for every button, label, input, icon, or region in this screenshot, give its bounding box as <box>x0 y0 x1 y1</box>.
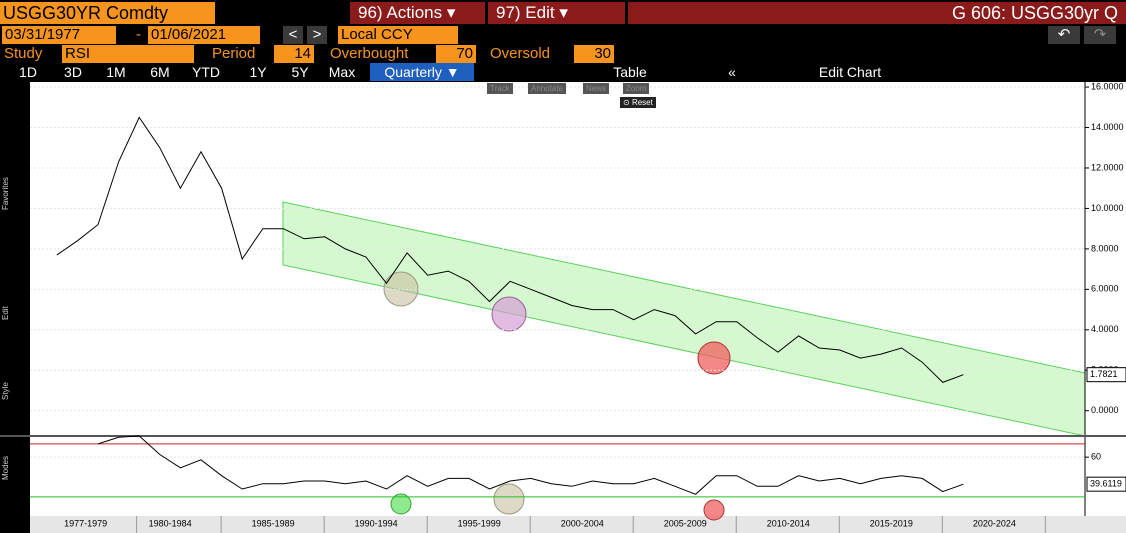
x-tick-label: 2005-2009 <box>664 518 707 528</box>
end-date[interactable]: 01/06/2021 <box>148 26 260 44</box>
range-button[interactable]: 1Y <box>249 64 267 80</box>
prev-button[interactable]: < <box>283 26 303 44</box>
y-tick-label: 4.0000 <box>1091 324 1119 334</box>
tool-button[interactable]: Annotate <box>528 83 567 94</box>
y-tick-label: 0.0000 <box>1091 405 1119 415</box>
annotation-circle <box>697 341 731 375</box>
y-tick-label: 10.0000 <box>1091 203 1124 213</box>
x-tick-label: 1977-1979 <box>64 518 107 528</box>
y-tick-label: 12.0000 <box>1091 162 1124 172</box>
y-tick-label: 6.0000 <box>1091 284 1119 294</box>
range-button[interactable]: 1M <box>106 64 126 80</box>
annotation-circle <box>703 499 725 521</box>
last-value-label: 39.6119 <box>1090 479 1122 489</box>
edit-menu[interactable]: 97) Edit ▾ <box>488 2 625 24</box>
range-button[interactable]: Max <box>328 64 356 80</box>
rsi-axis <box>1085 437 1126 516</box>
ticker[interactable]: USGG30YR Comdty <box>0 2 215 24</box>
x-axis-band <box>30 516 1126 533</box>
last-value-label: 1.7821 <box>1090 369 1118 379</box>
last-value-box <box>1086 476 1126 492</box>
sidebar-label: Favorites <box>1 177 10 210</box>
actions-menu[interactable]: 96) Actions ▾ <box>350 2 485 24</box>
range-button[interactable]: 6M <box>150 64 170 80</box>
x-tick-label: 2015-2019 <box>870 518 913 528</box>
range-button[interactable]: 1D <box>19 64 37 80</box>
last-value-box <box>1086 367 1126 383</box>
sidebar-label: Style <box>1 382 10 400</box>
next-button[interactable]: > <box>307 26 327 44</box>
annotation-circle <box>390 493 412 515</box>
series-line <box>56 116 964 383</box>
reset-button[interactable]: ⊙ Reset <box>620 97 656 108</box>
x-tick-label: 2000-2004 <box>561 518 604 528</box>
actions-label: 96) Actions <box>358 3 443 22</box>
annotation-circle <box>491 296 527 332</box>
x-tick-label: 2020-2024 <box>973 518 1016 528</box>
overbought-input[interactable]: 70 <box>436 45 476 63</box>
study-select[interactable]: RSI <box>62 45 194 63</box>
frequency-select[interactable]: Quarterly ▼ <box>370 63 474 81</box>
tool-button[interactable]: Zoom <box>623 83 650 94</box>
page-title: G 606: USGG30yr Q <box>628 2 1126 24</box>
annotation-circle <box>493 483 525 515</box>
tool-button[interactable]: News <box>583 83 610 94</box>
sidebar-label: Edit <box>1 306 10 320</box>
y-tick-label: 16.0000 <box>1091 81 1124 91</box>
collapse-button[interactable]: « <box>728 64 736 80</box>
y-tick-label: 14.0000 <box>1091 122 1124 132</box>
frequency-label: Quarterly <box>384 64 442 80</box>
sidebar-label: Modes <box>1 455 10 480</box>
reset-label: Reset <box>631 98 653 107</box>
oversold-input[interactable]: 30 <box>574 45 614 63</box>
edit-chart-button[interactable]: Edit Chart <box>818 64 882 80</box>
redo-button[interactable]: ↷ <box>1084 26 1116 44</box>
table-button[interactable]: Table <box>613 64 647 80</box>
date-separator: - <box>136 26 141 43</box>
rsi-plot <box>30 437 1085 516</box>
period-input[interactable]: 14 <box>274 45 314 63</box>
start-date[interactable]: 03/31/1977 <box>2 26 116 44</box>
tool-button[interactable]: Track <box>487 83 513 94</box>
study-label: Study <box>4 45 43 62</box>
undo-button[interactable]: ↶ <box>1048 26 1080 44</box>
oversold-label: Oversold <box>490 45 551 62</box>
edit-label: 97) Edit <box>496 3 555 22</box>
x-tick-label: 2010-2014 <box>767 518 810 528</box>
overbought-label: Overbought <box>330 45 409 62</box>
currency[interactable]: Local CCY <box>338 26 458 44</box>
annotation-circle <box>383 271 419 307</box>
range-button[interactable]: 5Y <box>291 64 309 80</box>
panel-divider <box>0 435 1126 437</box>
range-button[interactable]: YTD <box>192 64 220 80</box>
x-tick-label: 1980-1984 <box>149 518 192 528</box>
y-tick-label: 60 <box>1091 452 1101 462</box>
y-tick-label: 8.0000 <box>1091 243 1119 253</box>
x-tick-label: 1985-1989 <box>252 518 295 528</box>
x-tick-label: 1995-1999 <box>458 518 501 528</box>
x-tick-label: 1990-1994 <box>355 518 398 528</box>
range-button[interactable]: 3D <box>64 64 82 80</box>
period-label: Period <box>212 45 256 62</box>
series-line <box>97 435 964 495</box>
